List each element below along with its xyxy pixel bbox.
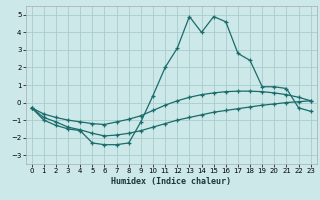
X-axis label: Humidex (Indice chaleur): Humidex (Indice chaleur) bbox=[111, 177, 231, 186]
